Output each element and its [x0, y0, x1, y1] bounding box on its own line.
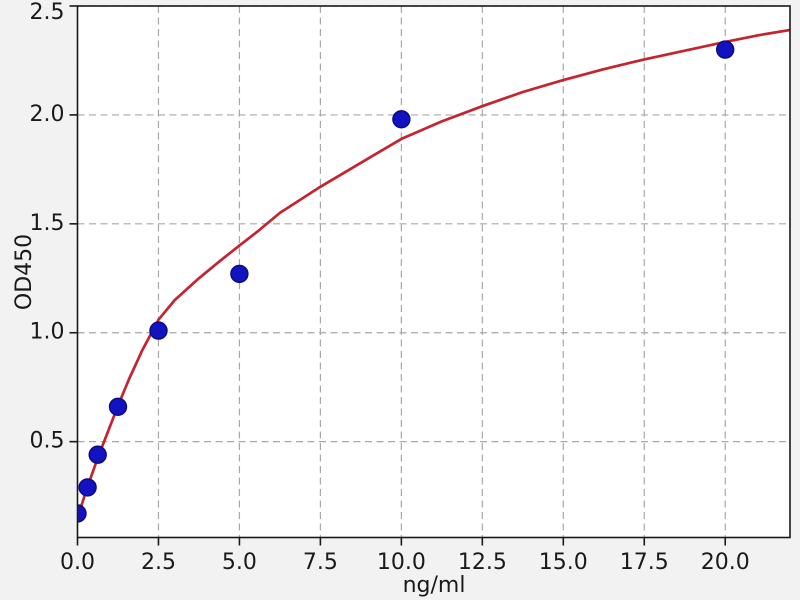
y-tick-label: 2.5 — [30, 0, 65, 25]
data-point — [78, 478, 97, 497]
x-axis-label: ng/ml — [403, 573, 466, 598]
plot-border — [76, 5, 791, 539]
y-tick-label: 2.0 — [30, 102, 65, 127]
y-tick-label: 1.5 — [30, 211, 65, 236]
y-tick-label: 0.5 — [30, 429, 65, 454]
data-point — [108, 397, 128, 416]
axis-ticks: 0.0 2.5 5.0 7.5 10.0 12.5 15.0 17.5 20.0 0.5 1.0 1.… — [30, 0, 750, 575]
x-tick-label: 7.5 — [303, 550, 338, 575]
x-tick-label: 20.0 — [701, 550, 750, 575]
x-tick-label: 2.5 — [141, 550, 176, 575]
data-point — [230, 264, 249, 284]
series-layer — [77, 28, 790, 523]
fit-curve — [77, 28, 790, 520]
y-axis-label: OD450 — [12, 234, 37, 310]
data-point — [77, 504, 87, 523]
x-tick-label: 0.0 — [60, 550, 95, 575]
x-tick-label: 12.5 — [458, 550, 507, 575]
x-tick-label: 17.5 — [620, 550, 669, 575]
data-point — [392, 110, 411, 129]
data-point — [716, 40, 735, 59]
x-tick-label: 5.0 — [222, 550, 257, 575]
data-point — [149, 321, 168, 340]
plot-area — [77, 6, 790, 538]
y-tick-label: 1.0 — [30, 320, 65, 345]
x-tick-label: 10.0 — [377, 550, 426, 575]
x-tick-label: 15.0 — [539, 550, 588, 575]
data-point — [88, 445, 107, 464]
grid-lines — [76, 5, 790, 538]
